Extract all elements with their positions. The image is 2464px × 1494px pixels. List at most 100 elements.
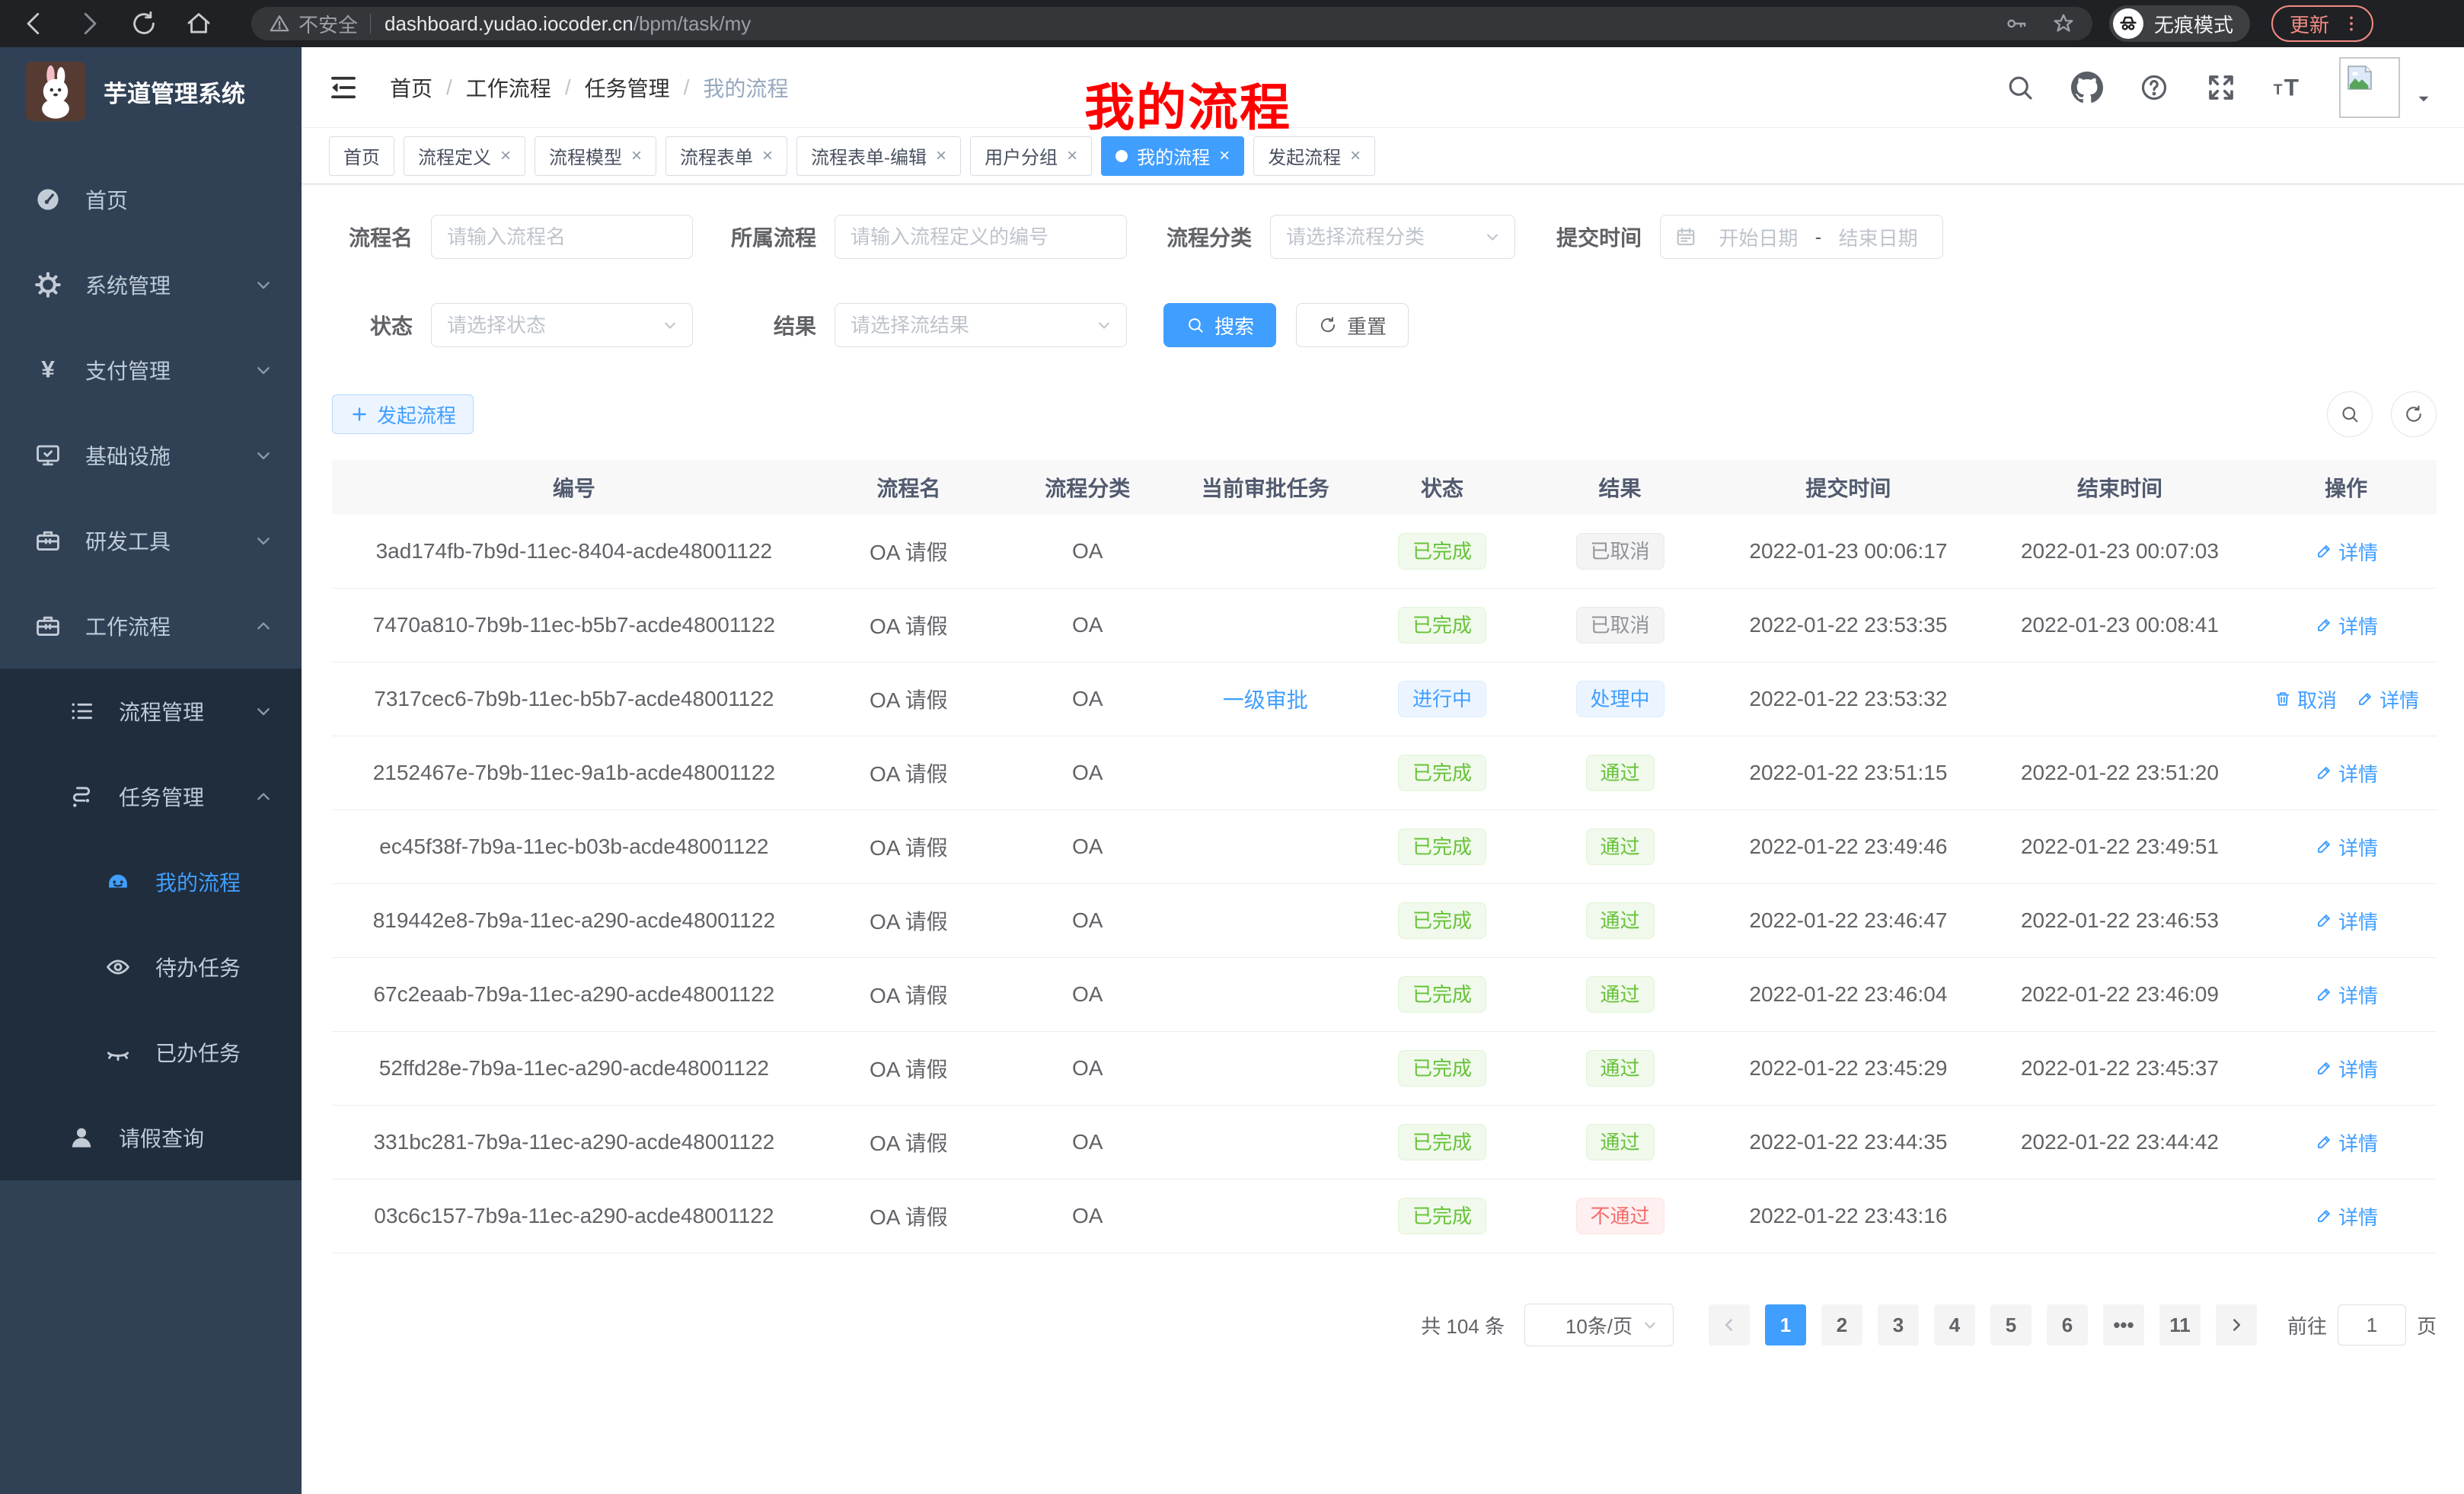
detail-link[interactable]: 详情 xyxy=(2314,538,2378,566)
result-select[interactable] xyxy=(835,303,1127,347)
status-select[interactable] xyxy=(431,303,693,347)
detail-link[interactable]: 详情 xyxy=(2314,1055,2378,1083)
breadcrumb-item[interactable]: 首页 xyxy=(390,76,433,101)
avatar[interactable] xyxy=(2339,56,2400,118)
sidebar-item-home[interactable]: 首页 xyxy=(0,157,302,242)
page-size-select[interactable]: 10条/页 xyxy=(1524,1304,1674,1346)
process-name: OA 请假 xyxy=(869,836,948,860)
process-category: OA xyxy=(1072,908,1103,932)
search-button[interactable]: 搜索 xyxy=(1163,303,1277,347)
breadcrumb-item[interactable]: 任务管理 xyxy=(584,76,670,101)
process-name-input[interactable] xyxy=(431,215,693,259)
browser-home-icon[interactable] xyxy=(184,9,213,38)
sidebar-item-process-mgmt[interactable]: 流程管理 xyxy=(0,669,302,754)
bookmark-star-icon[interactable] xyxy=(2051,11,2076,36)
create-process-button[interactable]: 发起流程 xyxy=(332,394,474,434)
sidebar-item-task-mgmt[interactable]: 任务管理 xyxy=(0,754,302,839)
show-search-button[interactable] xyxy=(2327,391,2373,437)
reset-button[interactable]: 重置 xyxy=(1296,303,1409,347)
page-button-4[interactable]: 4 xyxy=(1933,1304,1975,1346)
detail-link[interactable]: 详情 xyxy=(2314,759,2378,787)
sidebar-fold-icon[interactable] xyxy=(327,72,359,104)
sidebar-item-payment[interactable]: ¥ 支付管理 xyxy=(0,327,302,413)
status-tag: 已完成 xyxy=(1397,1124,1486,1160)
end-time: 2022-01-22 23:49:51 xyxy=(2020,835,2219,858)
password-key-icon[interactable] xyxy=(2004,11,2028,36)
browser-back-icon[interactable] xyxy=(20,9,49,38)
detail-link[interactable]: 详情 xyxy=(2355,685,2419,713)
eye-closed-icon xyxy=(104,1038,132,1067)
tab-close-icon[interactable]: × xyxy=(762,145,774,166)
page-button-3[interactable]: 3 xyxy=(1877,1304,1919,1346)
security-warning-icon[interactable] xyxy=(268,12,291,35)
sidebar-item-workflow[interactable]: 工作流程 xyxy=(0,583,302,669)
process-category: OA xyxy=(1072,687,1103,710)
tab-用户分组[interactable]: 用户分组 × xyxy=(970,136,1093,176)
tab-流程定义[interactable]: 流程定义 × xyxy=(404,136,526,176)
browser-update-button[interactable]: 更新 xyxy=(2271,5,2374,42)
tab-close-icon[interactable]: × xyxy=(1219,145,1230,166)
refresh-table-button[interactable] xyxy=(2391,391,2437,437)
sidebar-item-my-process[interactable]: 我的流程 xyxy=(0,839,302,924)
tab-流程模型[interactable]: 流程模型 × xyxy=(535,136,657,176)
tab-我的流程[interactable]: 我的流程 × xyxy=(1101,136,1245,176)
avatar-caret-icon[interactable] xyxy=(2414,89,2434,109)
tab-发起流程[interactable]: 发起流程 × xyxy=(1253,136,1376,176)
submit-time-range-picker[interactable]: 开始日期 - 结束日期 xyxy=(1660,215,1943,259)
next-page-button[interactable] xyxy=(2215,1304,2257,1346)
address-bar[interactable]: 不安全 dashboard.yudao.iocoder.cn/bpm/task/… xyxy=(251,7,2092,40)
detail-link[interactable]: 详情 xyxy=(2314,833,2378,861)
sidebar-item-leave-query[interactable]: 请假查询 xyxy=(0,1095,302,1180)
process-id: 3ad174fb-7b9d-11ec-8404-acde48001122 xyxy=(375,539,773,563)
tab-close-icon[interactable]: × xyxy=(500,145,512,166)
prev-page-button[interactable] xyxy=(1708,1304,1750,1346)
page-button-1[interactable]: 1 xyxy=(1764,1304,1806,1346)
browser-reload-icon[interactable] xyxy=(129,9,158,38)
tab-close-icon[interactable]: × xyxy=(1067,145,1078,166)
current-task-link[interactable]: 一级审批 xyxy=(1222,688,1308,712)
breadcrumb-item[interactable]: 工作流程 xyxy=(465,76,551,101)
process-definition-input[interactable] xyxy=(835,215,1127,259)
table-row: 2152467e-7b9b-11ec-9a1b-acde48001122 OA 请… xyxy=(332,736,2437,810)
logo[interactable]: 芋道管理系统 xyxy=(0,47,302,136)
goto-page-input[interactable] xyxy=(2337,1304,2406,1346)
sidebar-item-done-task[interactable]: 已办任务 xyxy=(0,1010,302,1095)
submit-time: 2022-01-22 23:44:35 xyxy=(1749,1130,1948,1154)
cancel-link[interactable]: 取消 xyxy=(2273,685,2337,713)
row-actions: 详情 xyxy=(2255,538,2437,566)
process-id: 819442e8-7b9a-11ec-a290-acde48001122 xyxy=(372,908,776,932)
page-button-11[interactable]: 11 xyxy=(2159,1304,2201,1346)
page-button-2[interactable]: 2 xyxy=(1821,1304,1862,1346)
sidebar-item-infra[interactable]: 基础设施 xyxy=(0,413,302,498)
tab-首页[interactable]: 首页 xyxy=(329,136,394,176)
sidebar-item-devtools[interactable]: 研发工具 xyxy=(0,498,302,583)
process-category: OA xyxy=(1072,982,1103,1006)
tab-流程表单-编辑[interactable]: 流程表单-编辑 × xyxy=(796,136,962,176)
search-icon[interactable] xyxy=(2004,72,2036,104)
table-row: 331bc281-7b9a-11ec-a290-acde48001122 OA 请… xyxy=(332,1106,2437,1180)
detail-link[interactable]: 详情 xyxy=(2314,981,2378,1009)
github-icon[interactable] xyxy=(2071,71,2103,104)
sidebar-item-system[interactable]: 系统管理 xyxy=(0,242,302,327)
chevron-down-icon xyxy=(251,528,276,553)
tab-close-icon[interactable]: × xyxy=(936,145,947,166)
page-button-6[interactable]: 6 xyxy=(2046,1304,2088,1346)
detail-link[interactable]: 详情 xyxy=(2314,907,2378,935)
detail-link[interactable]: 详情 xyxy=(2314,1128,2378,1157)
result-tag: 通过 xyxy=(1585,902,1655,939)
help-icon[interactable] xyxy=(2138,72,2170,104)
category-select[interactable] xyxy=(1270,215,1515,259)
tab-流程表单[interactable]: 流程表单 × xyxy=(665,136,788,176)
sidebar-item-todo-task[interactable]: 待办任务 xyxy=(0,924,302,1010)
browser-menu-icon[interactable] xyxy=(2341,12,2361,35)
tab-close-icon[interactable]: × xyxy=(1350,145,1361,166)
chevron-up-icon xyxy=(251,784,276,809)
fullscreen-icon[interactable] xyxy=(2205,72,2237,104)
page-button-5[interactable]: 5 xyxy=(1990,1304,2032,1346)
tab-close-icon[interactable]: × xyxy=(631,145,643,166)
detail-link[interactable]: 详情 xyxy=(2314,1202,2378,1231)
dashboard-icon xyxy=(34,185,62,214)
detail-link[interactable]: 详情 xyxy=(2314,611,2378,640)
browser-forward-icon[interactable] xyxy=(75,9,104,38)
